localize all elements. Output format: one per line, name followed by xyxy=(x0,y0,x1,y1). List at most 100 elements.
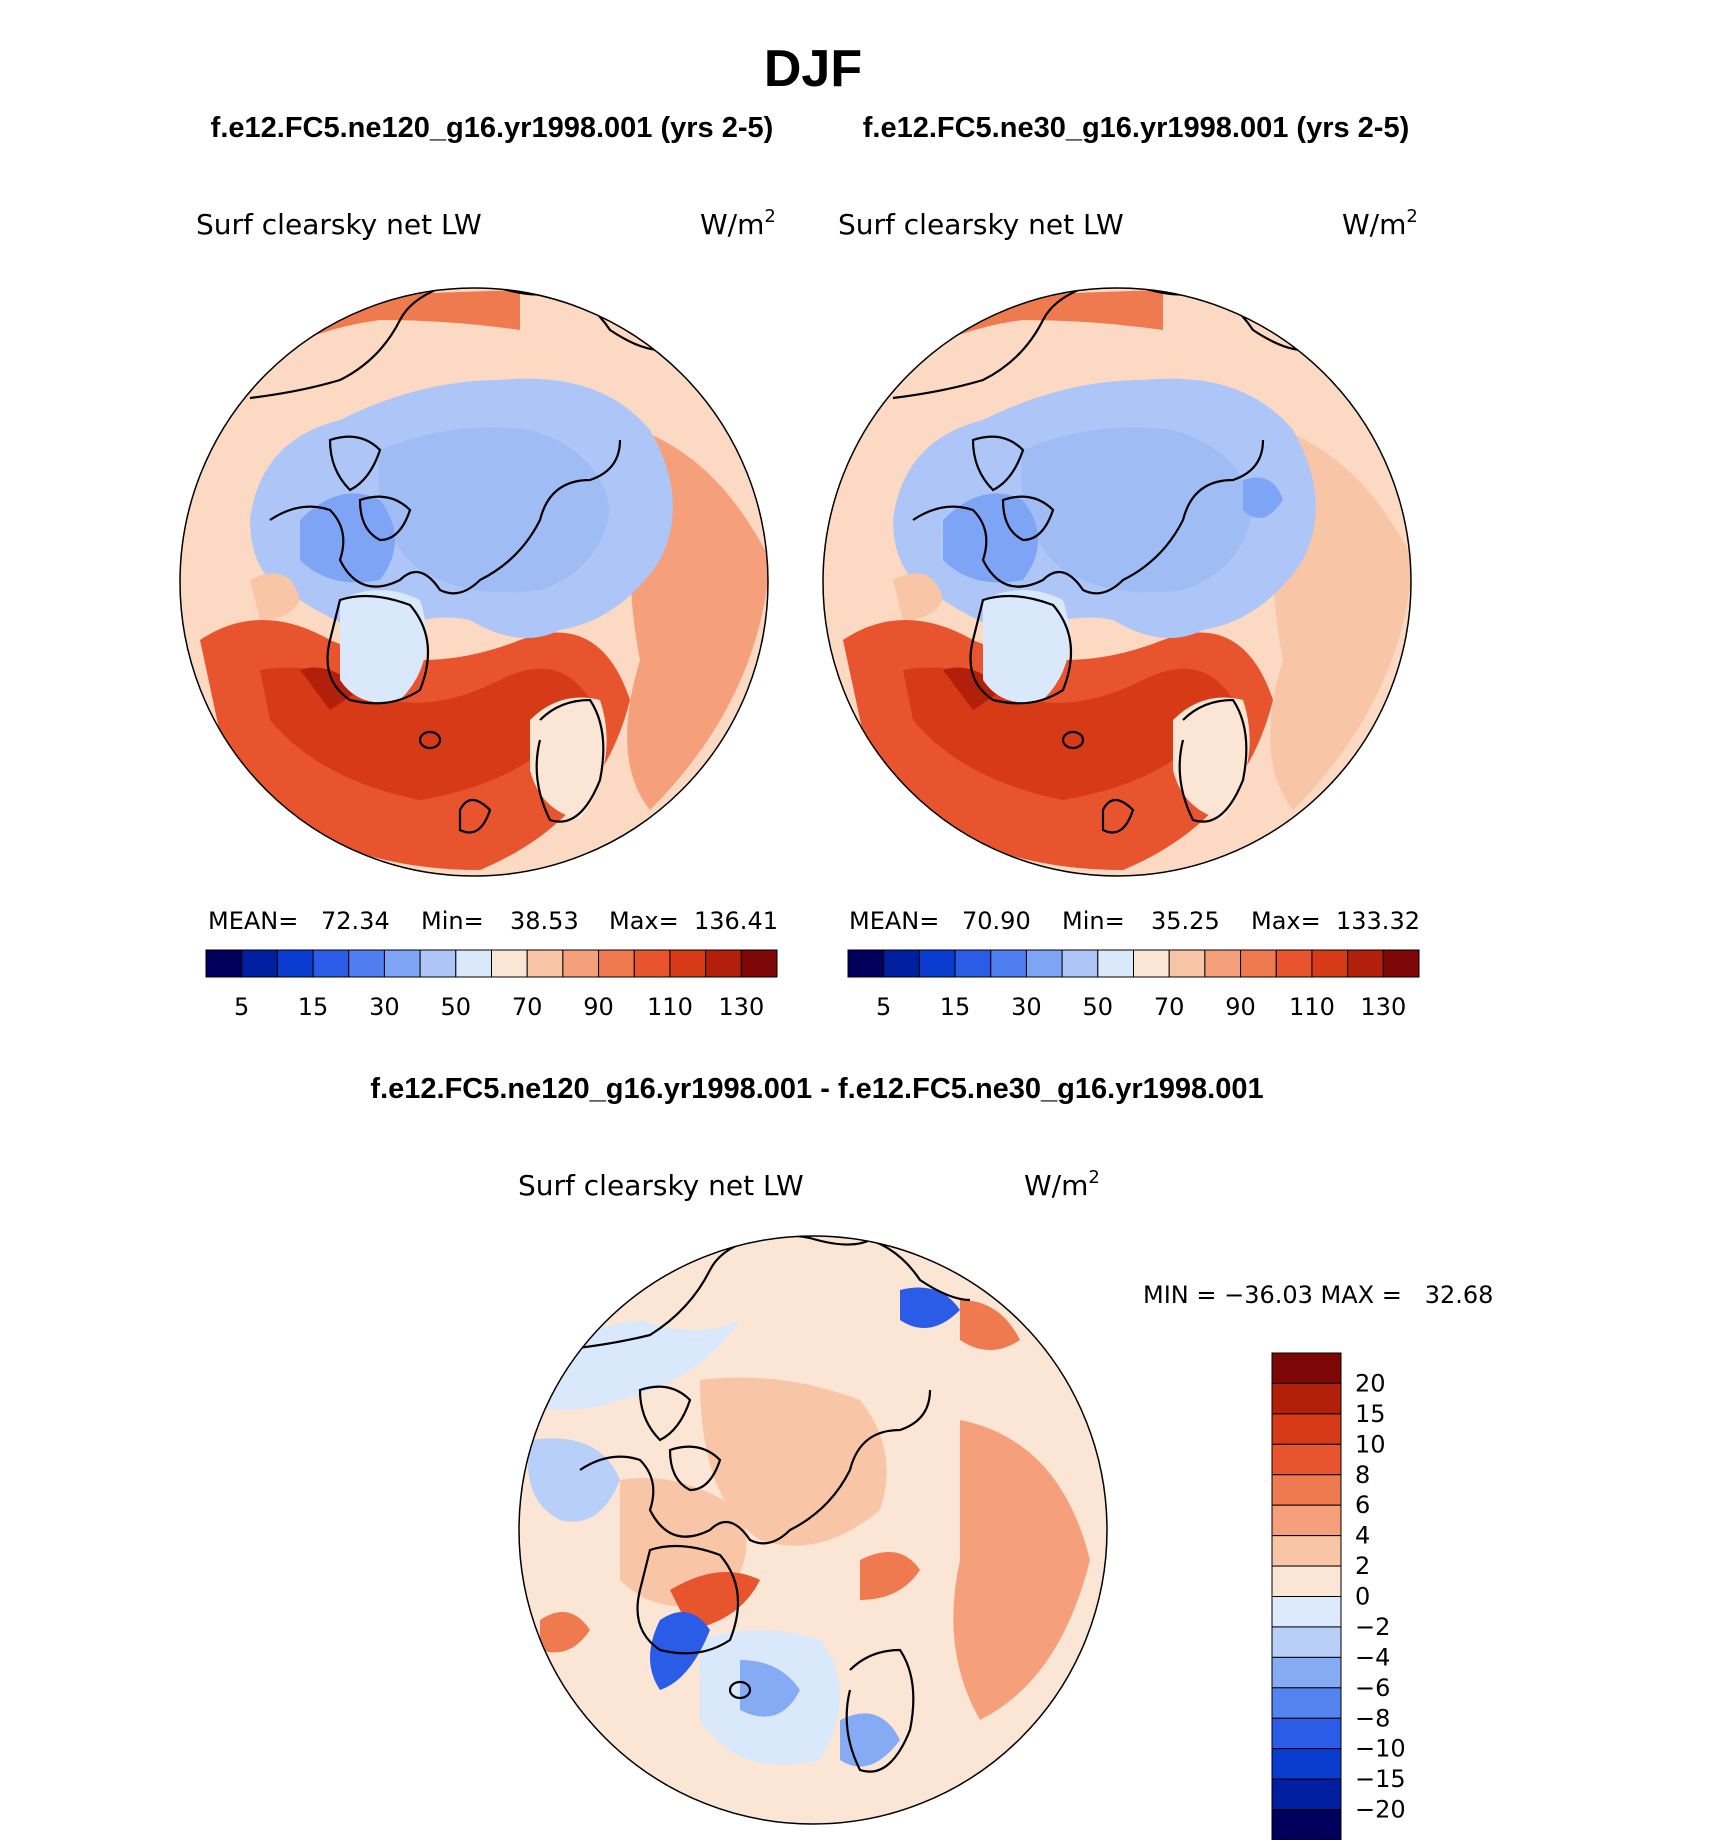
coastlines-right xyxy=(892,288,1304,834)
colorbar-left-swatch xyxy=(241,949,278,978)
colorbar-diff-swatch xyxy=(1271,1656,1342,1689)
colorbar-right-swatch xyxy=(918,949,956,978)
colorbar-left-tick-label: 110 xyxy=(647,993,693,1021)
colorbar-left-tick-label: 70 xyxy=(512,993,543,1021)
colorbar-right-swatch xyxy=(1097,949,1134,978)
min-value-right: 35.25 xyxy=(1151,907,1220,935)
mean-label-left: MEAN= xyxy=(208,907,298,935)
colorbar-right-swatch xyxy=(954,949,992,978)
units-label-diff: W/m2 xyxy=(1024,1167,1100,1202)
colorbar-right-tick-label: 70 xyxy=(1154,993,1185,1021)
colorbar-right-swatch xyxy=(1382,949,1420,978)
colorbar-left-swatch xyxy=(348,949,385,978)
colorbar-right-tick-label: 110 xyxy=(1289,993,1335,1021)
colorbar-left-swatch xyxy=(383,949,421,978)
colorbar-diff-swatch xyxy=(1271,1687,1342,1719)
colorbar-right-tick-label: 130 xyxy=(1360,993,1406,1021)
colorbar-left-swatch xyxy=(205,949,243,978)
figure-title: DJF xyxy=(764,40,862,98)
max-value-right: 133.32 xyxy=(1336,907,1420,935)
mean-value-right: 70.90 xyxy=(962,907,1031,935)
colorbar-diff-tick-label: 15 xyxy=(1355,1400,1386,1428)
map-panel-left: Surf clearsky net LW W/m2 xyxy=(179,206,778,1021)
colorbar-diff-swatch xyxy=(1271,1413,1342,1445)
colorbar-diff-tick-label: 6 xyxy=(1355,1491,1370,1519)
colorbar-diff-swatch xyxy=(1271,1626,1342,1658)
colorbar-diff-tick-label: 4 xyxy=(1355,1522,1370,1550)
map-border-left xyxy=(179,287,769,877)
colorbar-right-swatch xyxy=(1168,949,1206,978)
colorbar-left-swatch xyxy=(598,949,635,978)
stats-right: MEAN= 70.90 Min= 35.25 Max= 133.32 xyxy=(849,907,1420,935)
colorbar-right-tick-label: 30 xyxy=(1011,993,1042,1021)
colorbar-diff-tick-label: −6 xyxy=(1355,1674,1390,1702)
colorbar-right-swatch xyxy=(1025,949,1063,978)
colorbar-left-tick-label: 50 xyxy=(441,993,472,1021)
case-title-left: f.e12.FC5.ne120_g16.yr1998.001 (yrs 2-5) xyxy=(211,112,774,144)
polar-map-diff xyxy=(519,1236,1107,1824)
max-label-left: Max= xyxy=(609,907,679,935)
units-label-left: W/m2 xyxy=(700,206,776,241)
units-label-right: W/m2 xyxy=(1342,206,1418,241)
colorbar-right-swatch xyxy=(1240,949,1277,978)
map-border-diff xyxy=(518,1235,1108,1825)
colorbar-right-swatch xyxy=(990,949,1027,978)
colorbar-diff-swatch xyxy=(1271,1809,1342,1840)
colorbar-left-swatch xyxy=(562,949,600,978)
colorbar-right-swatch xyxy=(1204,949,1242,978)
min-label-right: Min= xyxy=(1062,907,1125,935)
colorbar-left-tick-label: 90 xyxy=(583,993,614,1021)
colorbar-right: 5 15 30 50 70 90 110 130 xyxy=(847,949,1420,1021)
colorbar-left-swatch xyxy=(276,949,314,978)
colorbar-diff-tick-label: −8 xyxy=(1355,1704,1390,1732)
colorbar-diff-swatch xyxy=(1271,1565,1342,1597)
colorbar-left-swatch xyxy=(669,949,707,978)
minmax-label-diff: MIN = −36.03 MAX = 32.68 xyxy=(1143,1281,1493,1309)
colorbar-right-swatch xyxy=(1347,949,1384,978)
variable-label-right: Surf clearsky net LW xyxy=(838,208,1124,241)
coastlines-left xyxy=(249,288,661,834)
case-title-right: f.e12.FC5.ne30_g16.yr1998.001 (yrs 2-5) xyxy=(863,112,1410,144)
colorbar-diff-swatch xyxy=(1271,1352,1342,1384)
colorbar-left-swatch xyxy=(491,949,528,978)
stats-left: MEAN= 72.34 Min= 38.53 Max= 136.41 xyxy=(208,907,778,935)
colorbar-right-tick-label: 50 xyxy=(1083,993,1114,1021)
colorbar-diff-swatch xyxy=(1271,1443,1342,1476)
colorbar-left-swatch xyxy=(526,949,564,978)
map-border-right xyxy=(822,287,1412,877)
map-panel-diff: Surf clearsky net LW W/m2 MIN = −36.03 M… xyxy=(518,1167,1493,1840)
colorbar-diff-swatch xyxy=(1271,1504,1342,1537)
colorbar-right-swatch xyxy=(1133,949,1170,978)
colorbar-left-swatch xyxy=(419,949,457,978)
colorbar-diff-swatch xyxy=(1271,1596,1342,1628)
colorbar-left-swatch xyxy=(740,949,778,978)
colorbar-diff-tick-label: 8 xyxy=(1355,1461,1370,1489)
min-label-left: Min= xyxy=(421,907,484,935)
colorbar-diff-swatch xyxy=(1271,1474,1342,1506)
colorbar-left-tick-label: 30 xyxy=(369,993,400,1021)
min-value-left: 38.53 xyxy=(510,907,579,935)
variable-label-left: Surf clearsky net LW xyxy=(196,208,482,241)
colorbar-right-swatch xyxy=(1275,949,1313,978)
colorbar-diff-tick-label: 2 xyxy=(1355,1552,1370,1580)
colorbar-diff-swatch xyxy=(1271,1748,1342,1780)
max-label-right: Max= xyxy=(1251,907,1321,935)
colorbar-diff-tick-label: −2 xyxy=(1355,1613,1390,1641)
colorbar-left-swatch xyxy=(455,949,492,978)
colorbar-left-swatch xyxy=(633,949,671,978)
diff-title: f.e12.FC5.ne120_g16.yr1998.001 - f.e12.F… xyxy=(370,1073,1263,1105)
colorbar-left-swatch xyxy=(705,949,742,978)
colorbar-diff-tick-label: −20 xyxy=(1355,1796,1406,1824)
colorbar-right-swatch xyxy=(1061,949,1099,978)
colorbar-right-tick-label: 15 xyxy=(940,993,971,1021)
colorbar-right-tick-label: 90 xyxy=(1225,993,1256,1021)
colorbar-diff-tick-label: −10 xyxy=(1355,1735,1406,1763)
colorbar-diff-swatch xyxy=(1271,1535,1342,1567)
colorbar-diff-swatch xyxy=(1271,1717,1342,1750)
polar-map-right xyxy=(823,288,1411,876)
colorbar-left-tick-label: 5 xyxy=(234,993,249,1021)
colorbar-left-swatch xyxy=(312,949,350,978)
colorbar-left-tick-label: 15 xyxy=(298,993,329,1021)
colorbar-diff-tick-label: 0 xyxy=(1355,1583,1370,1611)
